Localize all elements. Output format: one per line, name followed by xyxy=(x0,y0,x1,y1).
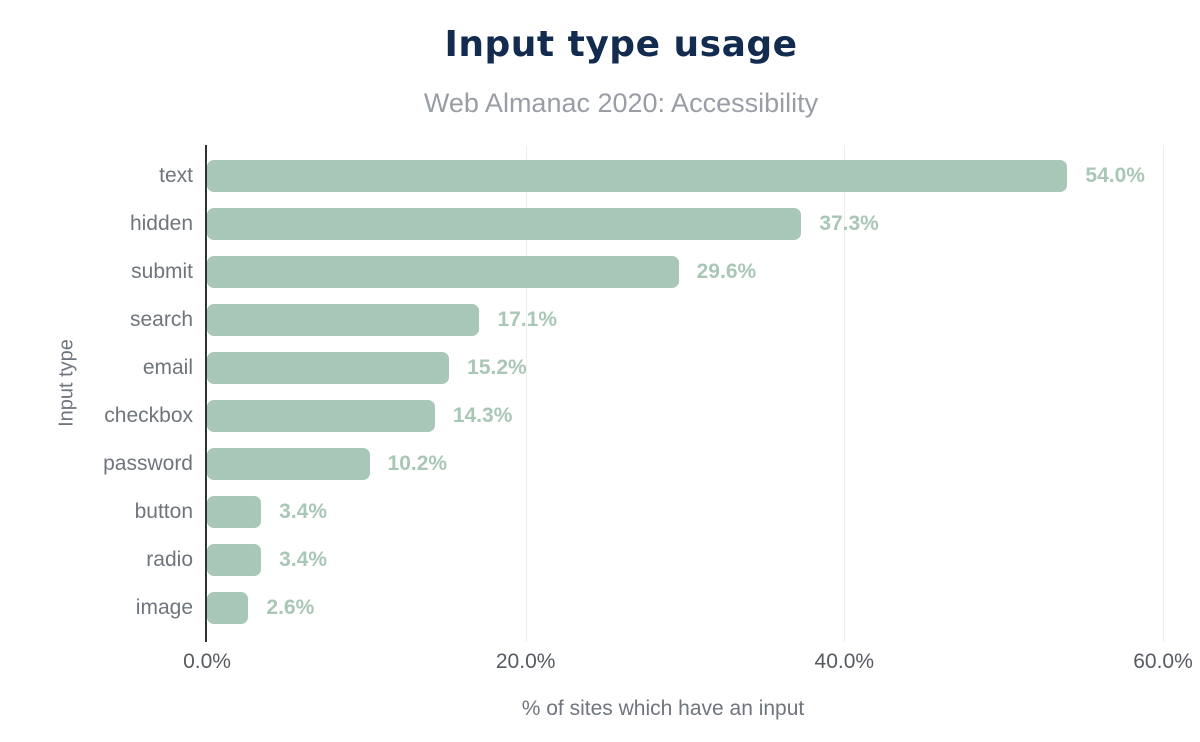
bar-text xyxy=(207,160,1068,192)
bar-search xyxy=(207,304,480,336)
category-label: radio xyxy=(146,548,193,571)
category-label: search xyxy=(129,308,193,331)
bar-checkbox xyxy=(207,400,435,432)
category-label: image xyxy=(135,596,193,619)
category-label: checkbox xyxy=(104,404,193,427)
x-axis-ticks: 0.0% 20.0% 40.0% 60.0% xyxy=(183,648,1193,676)
value-label: 3.4% xyxy=(279,500,328,523)
value-label: 29.6% xyxy=(696,260,757,283)
bar-rows: text 54.0% hidden 37.3% submit 29.6% search 17.… xyxy=(103,152,1163,632)
bar-button xyxy=(207,496,262,528)
bar-row: radio 3.4% xyxy=(146,536,1163,584)
bar-radio xyxy=(207,544,262,576)
bar-row: button 3.4% xyxy=(135,488,1163,536)
gridline xyxy=(1163,145,1164,642)
value-label: 37.3% xyxy=(819,212,879,235)
bar-row: text 54.0% xyxy=(159,152,1163,200)
bar-row: search 17.1% xyxy=(130,296,1163,344)
bar-row: checkbox 14.3% xyxy=(104,392,1163,440)
bar-password xyxy=(207,448,370,480)
category-label: email xyxy=(142,356,193,379)
plot-area: text 54.0% hidden 37.3% submit 29.6% search 17.… xyxy=(103,145,1193,673)
x-tick-label: 20.0% xyxy=(495,650,556,673)
category-label: button xyxy=(134,500,193,523)
gridline xyxy=(525,145,527,642)
bar-image xyxy=(207,592,249,624)
value-label: 17.1% xyxy=(497,308,557,331)
bar-row: submit 29.6% xyxy=(131,248,1163,296)
bar-submit xyxy=(207,256,679,288)
category-label: text xyxy=(159,164,193,187)
category-label: password xyxy=(103,452,193,475)
value-label: 10.2% xyxy=(387,452,448,475)
x-tick-label: 60.0% xyxy=(1133,650,1193,673)
bar-row: password 10.2% xyxy=(103,440,1163,488)
x-tick-label: 0.0% xyxy=(183,650,231,673)
x-axis-title: % of sites which have an input xyxy=(521,697,805,720)
chart-subtitle: Web Almanac 2020: Accessibility xyxy=(423,88,819,118)
chart-title: Input type usage xyxy=(444,24,798,65)
value-label: 14.3% xyxy=(452,404,513,427)
value-label: 15.2% xyxy=(467,356,527,379)
value-label: 2.6% xyxy=(266,596,315,619)
category-label: submit xyxy=(131,260,193,283)
bar-email xyxy=(207,352,450,384)
gridline xyxy=(844,145,846,642)
bar-row: image 2.6% xyxy=(136,584,1163,632)
value-label: 3.4% xyxy=(279,548,328,571)
bar-hidden xyxy=(207,208,802,240)
bar-row: email 15.2% xyxy=(143,344,1163,392)
category-label: hidden xyxy=(129,212,193,235)
bar-row: hidden 37.3% xyxy=(130,200,1163,248)
x-tick-label: 40.0% xyxy=(814,650,875,673)
y-axis-line xyxy=(205,145,207,642)
value-label: 54.0% xyxy=(1085,164,1145,187)
